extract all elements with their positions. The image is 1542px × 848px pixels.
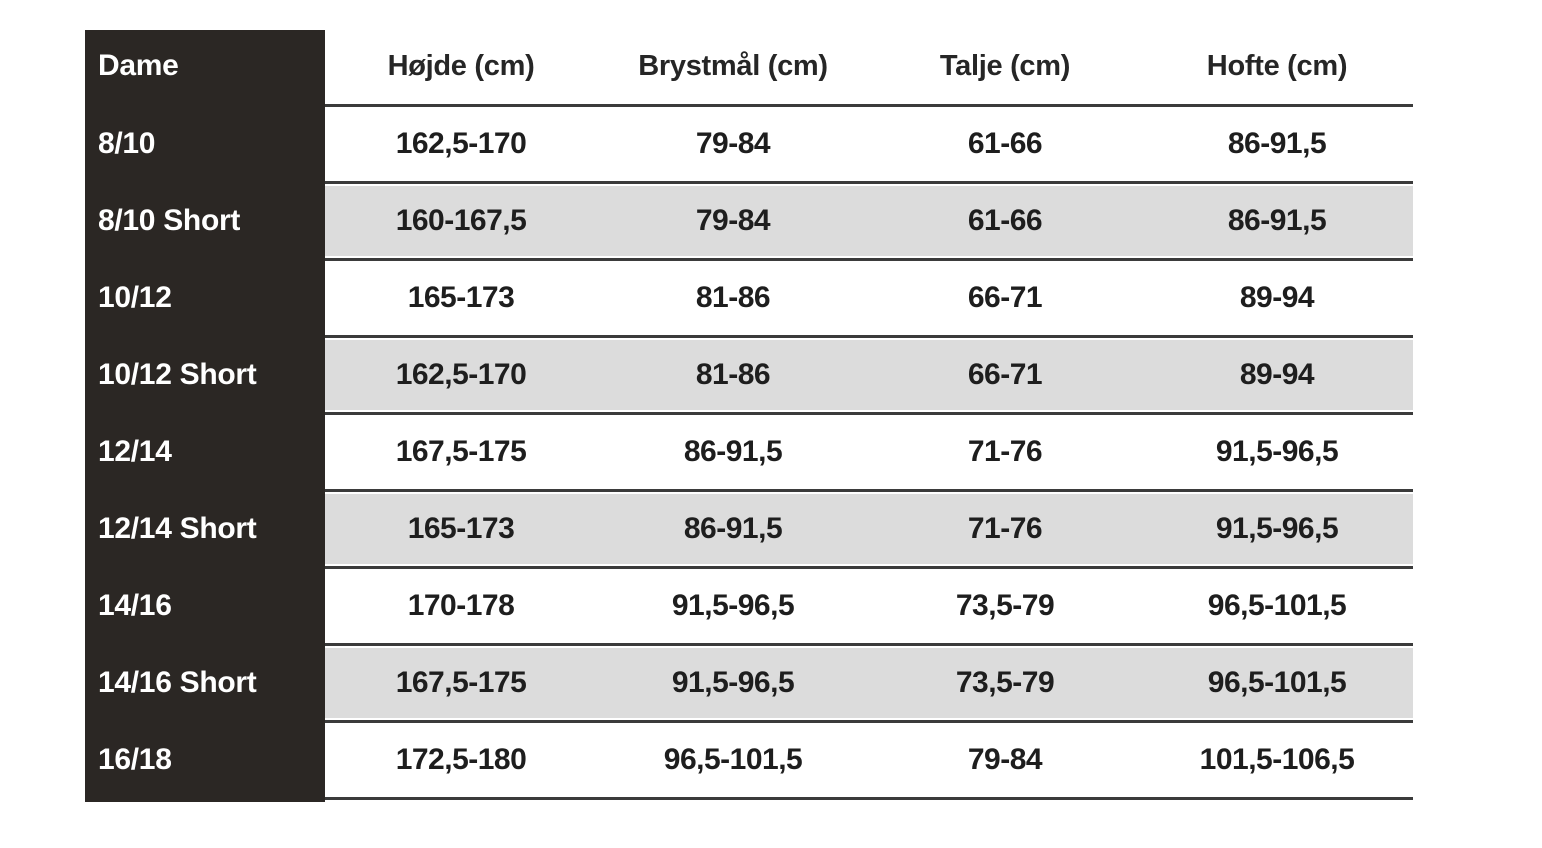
row-divider [325,566,1413,569]
size-label: 10/12 Short [98,358,257,391]
cell-waist: 73,5-79 [955,666,1055,699]
cell-hip: 86-91,5 [1227,204,1327,237]
row-divider [325,489,1413,492]
table-row: 12/14 Short 165-173 86-91,5 71-76 91,5-9… [85,494,1413,564]
table-row: 14/16 170-178 91,5-96,5 73,5-79 96,5-101… [85,571,1413,641]
cell-waist: 61-66 [967,204,1043,237]
size-label: 12/14 Short [98,512,257,545]
row-divider [325,643,1413,646]
cell-chest: 81-86 [695,281,771,314]
cell-chest: 86-91,5 [683,512,783,545]
cell-hip: 91,5-96,5 [1215,512,1339,545]
cell-waist: 66-71 [967,281,1043,314]
size-label: 8/10 [98,127,156,160]
table-row: 12/14 167,5-175 86-91,5 71-76 91,5-96,5 [85,417,1413,487]
size-label: 8/10 Short [98,204,241,237]
row-values: 160-167,5 79-84 61-66 86-91,5 [325,186,1413,256]
row-values: 162,5-170 81-86 66-71 89-94 [325,340,1413,410]
row-divider [325,335,1413,338]
row-values: 170-178 91,5-96,5 73,5-79 96,5-101,5 [325,571,1413,641]
size-label: 16/18 [98,743,172,776]
size-chart-table: Dame Højde (cm) Brystmål (cm) Talje (cm)… [85,30,1413,802]
row-values: 162,5-170 79-84 61-66 86-91,5 [325,109,1413,179]
row-divider [325,104,1413,107]
cell-chest: 86-91,5 [683,435,783,468]
cell-waist: 71-76 [967,512,1043,545]
row-values: 167,5-175 86-91,5 71-76 91,5-96,5 [325,417,1413,487]
cell-hip: 91,5-96,5 [1215,435,1339,468]
header-measurement-cells: Højde (cm) Brystmål (cm) Talje (cm) Hoft… [325,30,1413,102]
cell-height: 165-173 [407,512,515,545]
column-header-hip: Hofte (cm) [1206,49,1348,82]
cell-waist: 73,5-79 [955,589,1055,622]
cell-height: 165-173 [407,281,515,314]
column-header-height: Højde (cm) [387,49,535,82]
table-row: 16/18 172,5-180 96,5-101,5 79-84 101,5-1… [85,725,1413,795]
cell-height: 172,5-180 [395,743,527,776]
row-divider [325,181,1413,184]
table-row: 8/10 162,5-170 79-84 61-66 86-91,5 [85,109,1413,179]
cell-hip: 89-94 [1239,281,1315,314]
table-row: 10/12 165-173 81-86 66-71 89-94 [85,263,1413,333]
row-values: 172,5-180 96,5-101,5 79-84 101,5-106,5 [325,725,1413,795]
table-body: 8/10 162,5-170 79-84 61-66 86-91,5 8/10 … [85,104,1413,800]
cell-chest: 81-86 [695,358,771,391]
cell-waist: 61-66 [967,127,1043,160]
table-header-row: Dame Højde (cm) Brystmål (cm) Talje (cm)… [85,30,1413,102]
cell-waist: 66-71 [967,358,1043,391]
row-divider [325,720,1413,723]
cell-hip: 96,5-101,5 [1207,666,1347,699]
row-divider [325,412,1413,415]
cell-height: 170-178 [407,589,515,622]
size-label: 14/16 Short [98,666,257,699]
cell-height: 162,5-170 [395,358,527,391]
cell-hip: 86-91,5 [1227,127,1327,160]
cell-chest: 79-84 [695,127,771,160]
table-row: 14/16 Short 167,5-175 91,5-96,5 73,5-79 … [85,648,1413,718]
column-header-chest: Brystmål (cm) [638,49,828,82]
cell-hip: 89-94 [1239,358,1315,391]
row-divider [325,797,1413,800]
cell-height: 160-167,5 [395,204,527,237]
cell-chest: 96,5-101,5 [663,743,803,776]
cell-waist: 79-84 [967,743,1043,776]
cell-hip: 101,5-106,5 [1199,743,1355,776]
size-column-background [85,30,325,802]
table-row: 8/10 Short 160-167,5 79-84 61-66 86-91,5 [85,186,1413,256]
table-row: 10/12 Short 162,5-170 81-86 66-71 89-94 [85,340,1413,410]
row-values: 167,5-175 91,5-96,5 73,5-79 96,5-101,5 [325,648,1413,718]
cell-height: 167,5-175 [395,666,527,699]
cell-chest: 79-84 [695,204,771,237]
cell-hip: 96,5-101,5 [1207,589,1347,622]
cell-waist: 71-76 [967,435,1043,468]
size-label: 10/12 [98,281,172,314]
size-label: 12/14 [98,435,172,468]
row-divider [325,258,1413,261]
cell-height: 162,5-170 [395,127,527,160]
cell-chest: 91,5-96,5 [671,666,795,699]
cell-chest: 91,5-96,5 [671,589,795,622]
row-values: 165-173 81-86 66-71 89-94 [325,263,1413,333]
header-gender-label: Dame [98,49,179,82]
cell-height: 167,5-175 [395,435,527,468]
size-label: 14/16 [98,589,172,622]
column-header-waist: Talje (cm) [939,49,1071,82]
row-values: 165-173 86-91,5 71-76 91,5-96,5 [325,494,1413,564]
